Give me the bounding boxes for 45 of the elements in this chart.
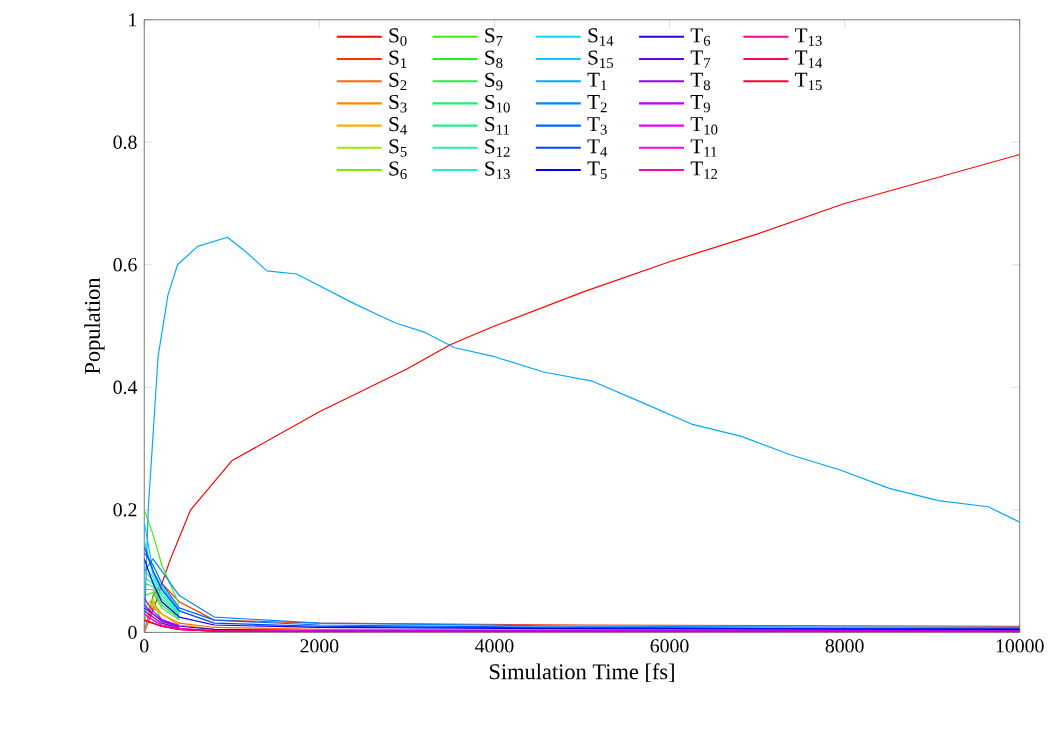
legend-label: T$_{5}$ [587, 161, 607, 179]
legend-label: S$_{0}$ [389, 28, 407, 46]
legend-label: T$_{8}$ [690, 72, 711, 91]
legend-label: S$_{13}$ [485, 161, 510, 179]
legend-label: T$_{11}$ [690, 139, 717, 157]
legend-label: S$_{6}$ [389, 161, 407, 179]
legend-label: S$_{7}$ [485, 28, 503, 46]
y-tick-label: 0.6 [113, 258, 137, 272]
legend-label: T$_{2}$ [587, 94, 607, 113]
legend-label: T$_{4}$ [587, 139, 608, 157]
x-tick-label: 2000 [300, 639, 339, 653]
legend-label: T$_{12}$ [690, 161, 718, 179]
x-tick-label: 8000 [825, 639, 864, 653]
legend-label: S$_{14}$ [588, 28, 614, 46]
legend-label: S$_{10}$ [485, 94, 510, 113]
legend-label: S$_{3}$ [389, 94, 407, 113]
legend-label: T$_{15}$ [795, 72, 822, 91]
legend-label: T$_{9}$ [690, 94, 710, 113]
x-tick-label: 10000 [996, 639, 1044, 653]
y-tick-label: 0.8 [113, 135, 137, 149]
legend-label: T$_{13}$ [795, 28, 822, 46]
legend-label: T$_{1}$ [587, 72, 607, 90]
legend-label: S$_{1}$ [389, 50, 407, 68]
legend-label: S$_{9}$ [485, 72, 503, 91]
x-tick-label: 4000 [475, 639, 514, 653]
legend-label: S$_{15}$ [588, 50, 614, 68]
legend-label: T$_{3}$ [587, 117, 607, 135]
legend-label: S$_{5}$ [389, 139, 407, 157]
legend-label: S$_{12}$ [485, 139, 510, 157]
x-tick-label: 0 [140, 639, 149, 653]
legend-label: T$_{6}$ [690, 28, 711, 46]
y-tick-label: 0 [128, 625, 137, 639]
legend-label: S$_{4}$ [389, 117, 407, 135]
legend-label: T$_{10}$ [690, 117, 718, 135]
legend-label: S$_{2}$ [389, 72, 407, 91]
y-axis-title: Population [84, 277, 105, 374]
x-axis-title: Simulation Time [fs] [489, 663, 674, 683]
legend-label: S$_{11}$ [485, 117, 509, 135]
legend-label: T$_{14}$ [795, 50, 823, 68]
y-tick-label: 0.2 [113, 503, 137, 517]
y-tick-label: 0.4 [113, 380, 138, 394]
legend-label: S$_{8}$ [485, 50, 503, 68]
y-tick-label: 1 [129, 13, 137, 27]
legend-label: T$_{7}$ [690, 50, 711, 68]
x-tick-label: 6000 [650, 639, 689, 653]
